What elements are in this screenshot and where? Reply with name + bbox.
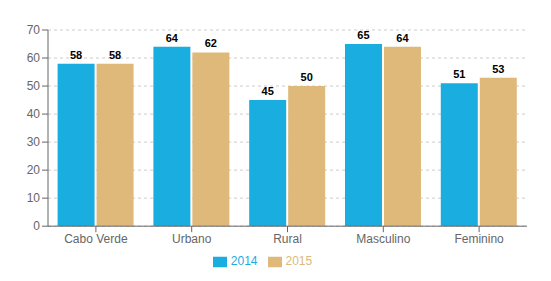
- svg-text:58: 58: [70, 49, 82, 61]
- svg-text:64: 64: [166, 32, 179, 44]
- svg-text:62: 62: [205, 37, 217, 49]
- svg-text:64: 64: [396, 32, 409, 44]
- svg-text:50: 50: [27, 79, 41, 93]
- svg-text:60: 60: [27, 51, 41, 65]
- svg-text:Masculino: Masculino: [356, 232, 410, 246]
- svg-text:Urbano: Urbano: [172, 232, 212, 246]
- svg-text:50: 50: [301, 71, 313, 83]
- html-text:2014: 2014: [230, 254, 258, 269]
- svg-text:10: 10: [27, 191, 41, 205]
- svg-text:58: 58: [109, 49, 121, 61]
- svg-text:45: 45: [262, 85, 274, 97]
- svg-text:40: 40: [27, 107, 41, 121]
- svg-text:70: 70: [27, 23, 41, 37]
- svg-text:Feminino: Feminino: [454, 232, 504, 246]
- svg-text:30: 30: [27, 135, 41, 149]
- svg-text:65: 65: [357, 29, 369, 41]
- html-text:2015: 2015: [285, 254, 313, 269]
- svg-text:Rural: Rural: [273, 232, 302, 246]
- svg-text:Cabo Verde: Cabo Verde: [64, 232, 128, 246]
- svg-text:0: 0: [33, 219, 40, 233]
- svg-text:53: 53: [492, 63, 504, 75]
- svg-text:20: 20: [27, 163, 41, 177]
- svg-text:51: 51: [453, 68, 465, 80]
